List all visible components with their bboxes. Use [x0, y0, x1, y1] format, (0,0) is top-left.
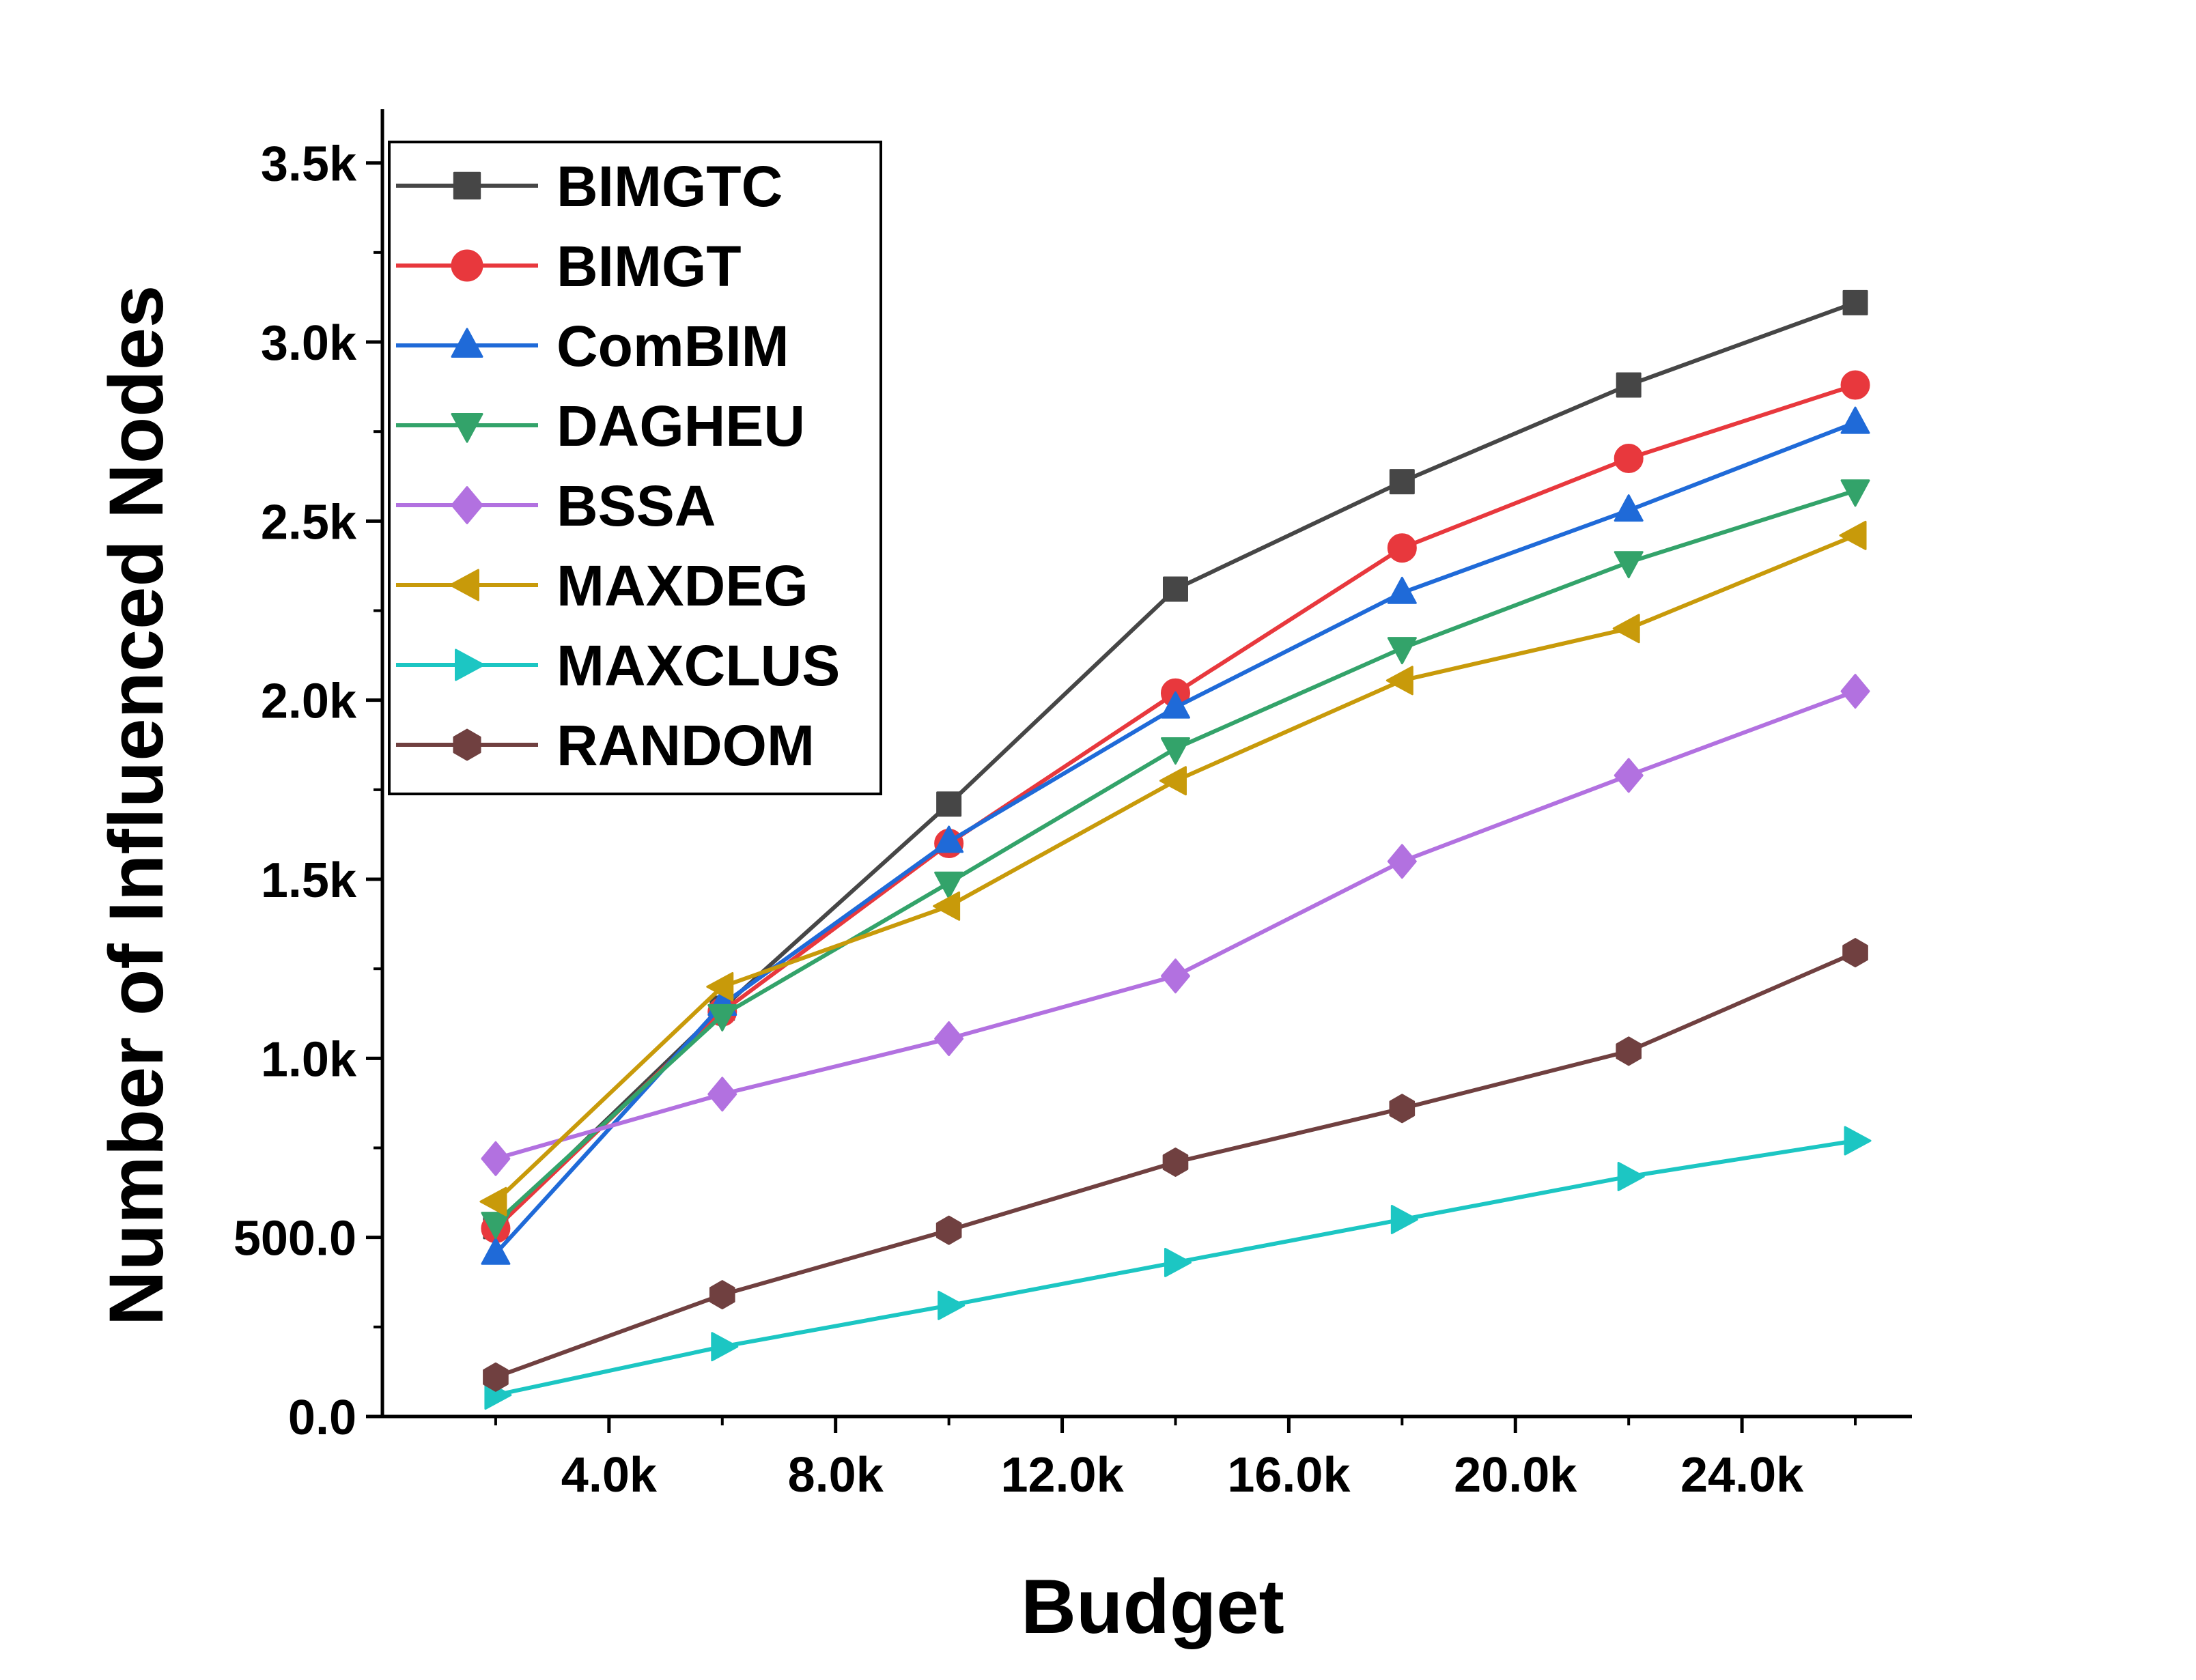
- y-tick-label: 1.0k: [261, 1032, 357, 1087]
- legend-label-random: RANDOM: [557, 713, 815, 778]
- series-bssa: [481, 674, 1870, 1176]
- data-point-bimgt: [1614, 444, 1644, 474]
- data-point-bssa: [481, 1141, 511, 1176]
- data-point-maxclus: [938, 1290, 966, 1320]
- data-point-random: [1842, 938, 1868, 968]
- data-point-maxdeg: [1612, 614, 1640, 644]
- data-point-random: [935, 1215, 962, 1245]
- legend-item-dagheu: DAGHEU: [396, 394, 805, 458]
- legend-item-random: RANDOM: [396, 713, 815, 778]
- legend-label-bimgtc: BIMGTC: [557, 154, 783, 218]
- data-point-combim: [481, 1237, 511, 1265]
- legend-label-maxdeg: MAXDEG: [557, 554, 808, 618]
- x-axis-title: Budget: [1021, 1564, 1284, 1649]
- y-tick-label: 2.5k: [261, 495, 357, 550]
- y-tick-label: 3.5k: [261, 137, 357, 192]
- x-tick-label: 8.0k: [788, 1448, 884, 1503]
- data-point-bssa: [934, 1021, 964, 1056]
- y-tick-label: 500.0: [234, 1212, 356, 1266]
- data-point-bssa: [1840, 674, 1870, 709]
- data-point-bimgt: [1387, 533, 1417, 563]
- data-point-maxclus: [1390, 1204, 1418, 1234]
- data-point-bimgtc: [936, 791, 962, 817]
- series-maxdeg: [479, 520, 1867, 1216]
- y-tick-label: 2.0k: [261, 674, 357, 729]
- data-point-maxdeg: [1839, 520, 1867, 550]
- data-point-maxdeg: [1385, 666, 1413, 696]
- data-point-dagheu: [1160, 737, 1190, 765]
- x-tick-label: 16.0k: [1227, 1448, 1351, 1503]
- legend-item-maxdeg: MAXDEG: [396, 554, 808, 618]
- data-point-bssa: [1160, 958, 1190, 994]
- axes: 4.0k 8.0k 12.0k 16.0k 20.0k 24.0k 0.0 500.0 1.0k…: [234, 109, 1912, 1503]
- legend-item-maxclus: MAXCLUS: [396, 633, 840, 698]
- y-axis-title: Number of Influenced Nodes: [94, 285, 179, 1326]
- data-point-random: [1616, 1036, 1642, 1066]
- data-point-bimgtc: [1842, 289, 1868, 315]
- y-tick-label: 0.0: [288, 1391, 356, 1445]
- data-point-combim: [934, 825, 964, 853]
- legend-marker-maxdeg: [449, 569, 479, 601]
- legend-item-bssa: BSSA: [396, 474, 716, 538]
- data-point-bimgt: [1840, 370, 1870, 400]
- series-maxclus: [484, 1126, 1872, 1410]
- legend-label-bssa: BSSA: [557, 474, 716, 538]
- legend-marker-dagheu: [451, 413, 483, 443]
- legend-marker-bimgtc: [453, 171, 481, 200]
- series-dagheu: [481, 479, 1870, 1240]
- legend-label-dagheu: DAGHEU: [557, 394, 805, 458]
- y-tick-label: 1.5k: [261, 853, 357, 908]
- data-point-dagheu: [481, 1212, 511, 1240]
- legend-label-combim: ComBIM: [557, 314, 789, 378]
- data-point-maxdeg: [706, 971, 734, 1001]
- legend-marker-maxclus: [455, 649, 485, 681]
- legend-item-combim: ComBIM: [396, 314, 789, 378]
- data-point-dagheu: [1614, 551, 1644, 579]
- data-point-dagheu: [1840, 479, 1870, 507]
- data-point-maxclus: [1617, 1161, 1645, 1191]
- data-point-combim: [1160, 691, 1190, 719]
- data-point-bssa: [1387, 844, 1417, 879]
- data-point-combim: [1614, 494, 1644, 522]
- data-point-combim: [1840, 406, 1870, 434]
- data-point-dagheu: [1387, 637, 1417, 665]
- data-point-random: [483, 1362, 509, 1392]
- legend-label-maxclus: MAXCLUS: [557, 633, 840, 698]
- legend-marker-combim: [451, 328, 483, 358]
- data-point-random: [709, 1280, 735, 1310]
- data-point-random: [1389, 1094, 1416, 1124]
- data-point-bimgtc: [1389, 469, 1415, 495]
- y-tick-label: 3.0k: [261, 316, 357, 371]
- legend-marker-bimgt: [451, 249, 483, 282]
- data-point-dagheu: [707, 1003, 737, 1031]
- data-point-maxclus: [1844, 1126, 1872, 1156]
- data-point-maxdeg: [933, 891, 961, 921]
- data-point-maxclus: [711, 1332, 739, 1362]
- data-point-bssa: [707, 1077, 737, 1112]
- legend-label-bimgt: BIMGT: [557, 234, 742, 298]
- legend-item-bimgtc: BIMGTC: [396, 154, 783, 218]
- data-point-dagheu: [934, 871, 964, 899]
- data-point-bssa: [1614, 758, 1644, 793]
- data-point-maxdeg: [1159, 766, 1187, 796]
- data-point-maxdeg: [479, 1186, 507, 1216]
- x-tick-label: 24.0k: [1680, 1448, 1804, 1503]
- data-point-combim: [1387, 576, 1417, 604]
- x-tick-label: 12.0k: [1000, 1448, 1124, 1503]
- legend: BIMGTC BIMGT ComBIM DAGHEU BSSA MAXDEG MAXCLUS…: [388, 141, 882, 795]
- series-random: [483, 938, 1868, 1392]
- legend-item-bimgt: BIMGT: [396, 234, 742, 298]
- x-tick-label: 20.0k: [1454, 1448, 1577, 1503]
- series-layer: [479, 289, 1872, 1410]
- data-point-bimgtc: [1616, 372, 1642, 398]
- data-point-bimgtc: [1162, 576, 1188, 602]
- data-point-random: [1162, 1147, 1189, 1177]
- x-tick-label: 4.0k: [561, 1448, 658, 1503]
- legend-marker-bssa: [451, 486, 483, 524]
- data-point-maxclus: [1164, 1247, 1192, 1277]
- legend-marker-random: [453, 728, 481, 761]
